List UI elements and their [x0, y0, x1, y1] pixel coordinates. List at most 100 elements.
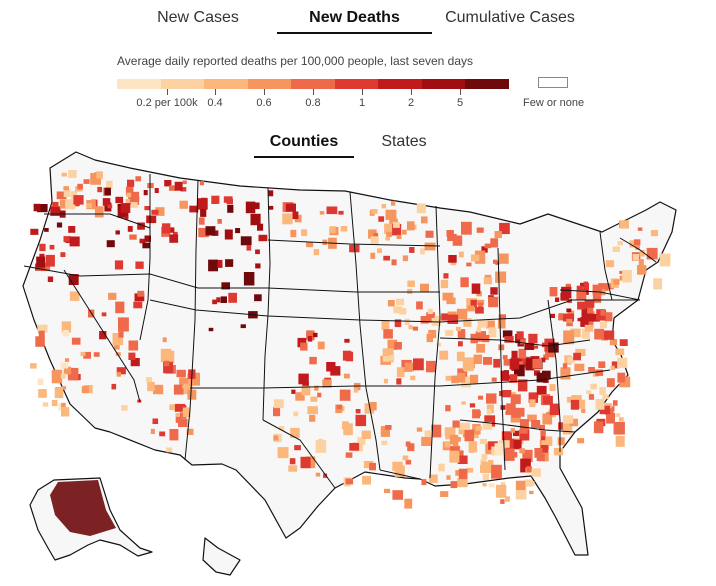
county-cell[interactable]: [614, 421, 625, 435]
county-cell[interactable]: [540, 431, 546, 437]
county-cell[interactable]: [60, 362, 69, 369]
county-cell[interactable]: [486, 409, 492, 415]
county-cell[interactable]: [447, 233, 457, 241]
county-cell[interactable]: [378, 216, 385, 222]
county-cell[interactable]: [51, 399, 58, 407]
county-cell[interactable]: [342, 421, 349, 430]
county-cell[interactable]: [482, 421, 492, 430]
county-cell[interactable]: [511, 410, 521, 418]
county-cell[interactable]: [482, 474, 489, 481]
county-cell[interactable]: [166, 447, 173, 453]
county-cell[interactable]: [594, 328, 604, 340]
county-cell[interactable]: [108, 292, 117, 300]
county-cell[interactable]: [536, 372, 547, 383]
county-cell[interactable]: [154, 188, 159, 193]
county-cell[interactable]: [599, 387, 606, 395]
county-cell[interactable]: [240, 324, 246, 329]
county-cell[interactable]: [373, 232, 379, 238]
county-cell[interactable]: [169, 185, 177, 191]
county-cell[interactable]: [164, 360, 170, 367]
county-cell[interactable]: [63, 366, 72, 375]
county-cell[interactable]: [162, 223, 171, 234]
county-cell[interactable]: [519, 448, 526, 454]
county-cell[interactable]: [357, 437, 366, 445]
county-cell[interactable]: [370, 252, 376, 259]
county-cell[interactable]: [164, 180, 172, 187]
county-cell[interactable]: [314, 385, 319, 391]
county-cell[interactable]: [416, 427, 423, 432]
county-cell[interactable]: [361, 430, 371, 439]
county-cell[interactable]: [619, 339, 628, 346]
county-cell[interactable]: [525, 358, 535, 365]
county-cell[interactable]: [500, 482, 506, 487]
county-cell[interactable]: [255, 263, 261, 269]
county-cell[interactable]: [169, 404, 175, 411]
county-cell[interactable]: [39, 243, 46, 252]
county-cell[interactable]: [452, 235, 463, 246]
county-cell[interactable]: [83, 351, 91, 359]
county-cell[interactable]: [637, 265, 647, 275]
county-cell[interactable]: [461, 401, 466, 405]
county-cell[interactable]: [54, 387, 64, 399]
county-cell[interactable]: [615, 435, 625, 447]
county-cell[interactable]: [245, 201, 256, 214]
county-cell[interactable]: [292, 211, 299, 220]
county-cell[interactable]: [135, 261, 144, 269]
county-cell[interactable]: [118, 331, 124, 338]
county-cell[interactable]: [617, 372, 626, 383]
county-cell[interactable]: [653, 278, 663, 290]
county-cell[interactable]: [482, 483, 487, 487]
county-cell[interactable]: [120, 203, 131, 213]
county-cell[interactable]: [37, 378, 44, 385]
county-cell[interactable]: [646, 247, 658, 260]
county-cell[interactable]: [488, 296, 499, 308]
county-cell[interactable]: [615, 348, 625, 356]
county-cell[interactable]: [38, 389, 47, 398]
county-cell[interactable]: [452, 420, 460, 428]
county-cell[interactable]: [133, 301, 143, 309]
county-cell[interactable]: [426, 312, 436, 323]
county-cell[interactable]: [527, 414, 537, 422]
county-cell[interactable]: [412, 326, 418, 331]
county-cell[interactable]: [217, 259, 223, 265]
county-cell[interactable]: [298, 373, 309, 385]
county-cell[interactable]: [182, 385, 187, 389]
county-cell[interactable]: [111, 383, 117, 390]
county-cell[interactable]: [35, 336, 45, 347]
county-cell[interactable]: [396, 234, 402, 239]
county-cell[interactable]: [128, 352, 136, 360]
county-cell[interactable]: [137, 222, 145, 230]
county-cell[interactable]: [392, 461, 403, 471]
county-cell[interactable]: [115, 230, 120, 235]
county-cell[interactable]: [159, 431, 166, 437]
county-cell[interactable]: [607, 283, 614, 290]
county-cell[interactable]: [478, 395, 483, 400]
county-cell[interactable]: [300, 456, 311, 469]
county-cell[interactable]: [150, 428, 155, 434]
county-cell[interactable]: [583, 281, 589, 287]
county-cell[interactable]: [402, 455, 409, 461]
county-cell[interactable]: [382, 348, 394, 363]
tab-new-deaths[interactable]: New Deaths: [277, 6, 432, 34]
county-cell[interactable]: [56, 191, 67, 200]
county-cell[interactable]: [491, 377, 497, 382]
county-cell[interactable]: [494, 231, 502, 239]
county-cell[interactable]: [440, 279, 449, 289]
county-cell[interactable]: [539, 424, 545, 431]
county-cell[interactable]: [500, 370, 509, 381]
county-cell[interactable]: [576, 290, 587, 300]
county-cell[interactable]: [33, 203, 41, 212]
county-cell[interactable]: [383, 255, 390, 261]
county-cell[interactable]: [491, 464, 502, 479]
county-cell[interactable]: [602, 394, 609, 400]
tab-cumulative-cases[interactable]: Cumulative Cases: [445, 9, 575, 26]
county-cell[interactable]: [416, 203, 426, 214]
county-cell[interactable]: [486, 404, 494, 414]
county-cell[interactable]: [600, 321, 607, 329]
county-cell[interactable]: [179, 200, 188, 209]
county-cell[interactable]: [425, 230, 434, 238]
county-cell[interactable]: [632, 254, 639, 261]
county-cell[interactable]: [340, 226, 348, 232]
county-cell[interactable]: [391, 223, 402, 236]
